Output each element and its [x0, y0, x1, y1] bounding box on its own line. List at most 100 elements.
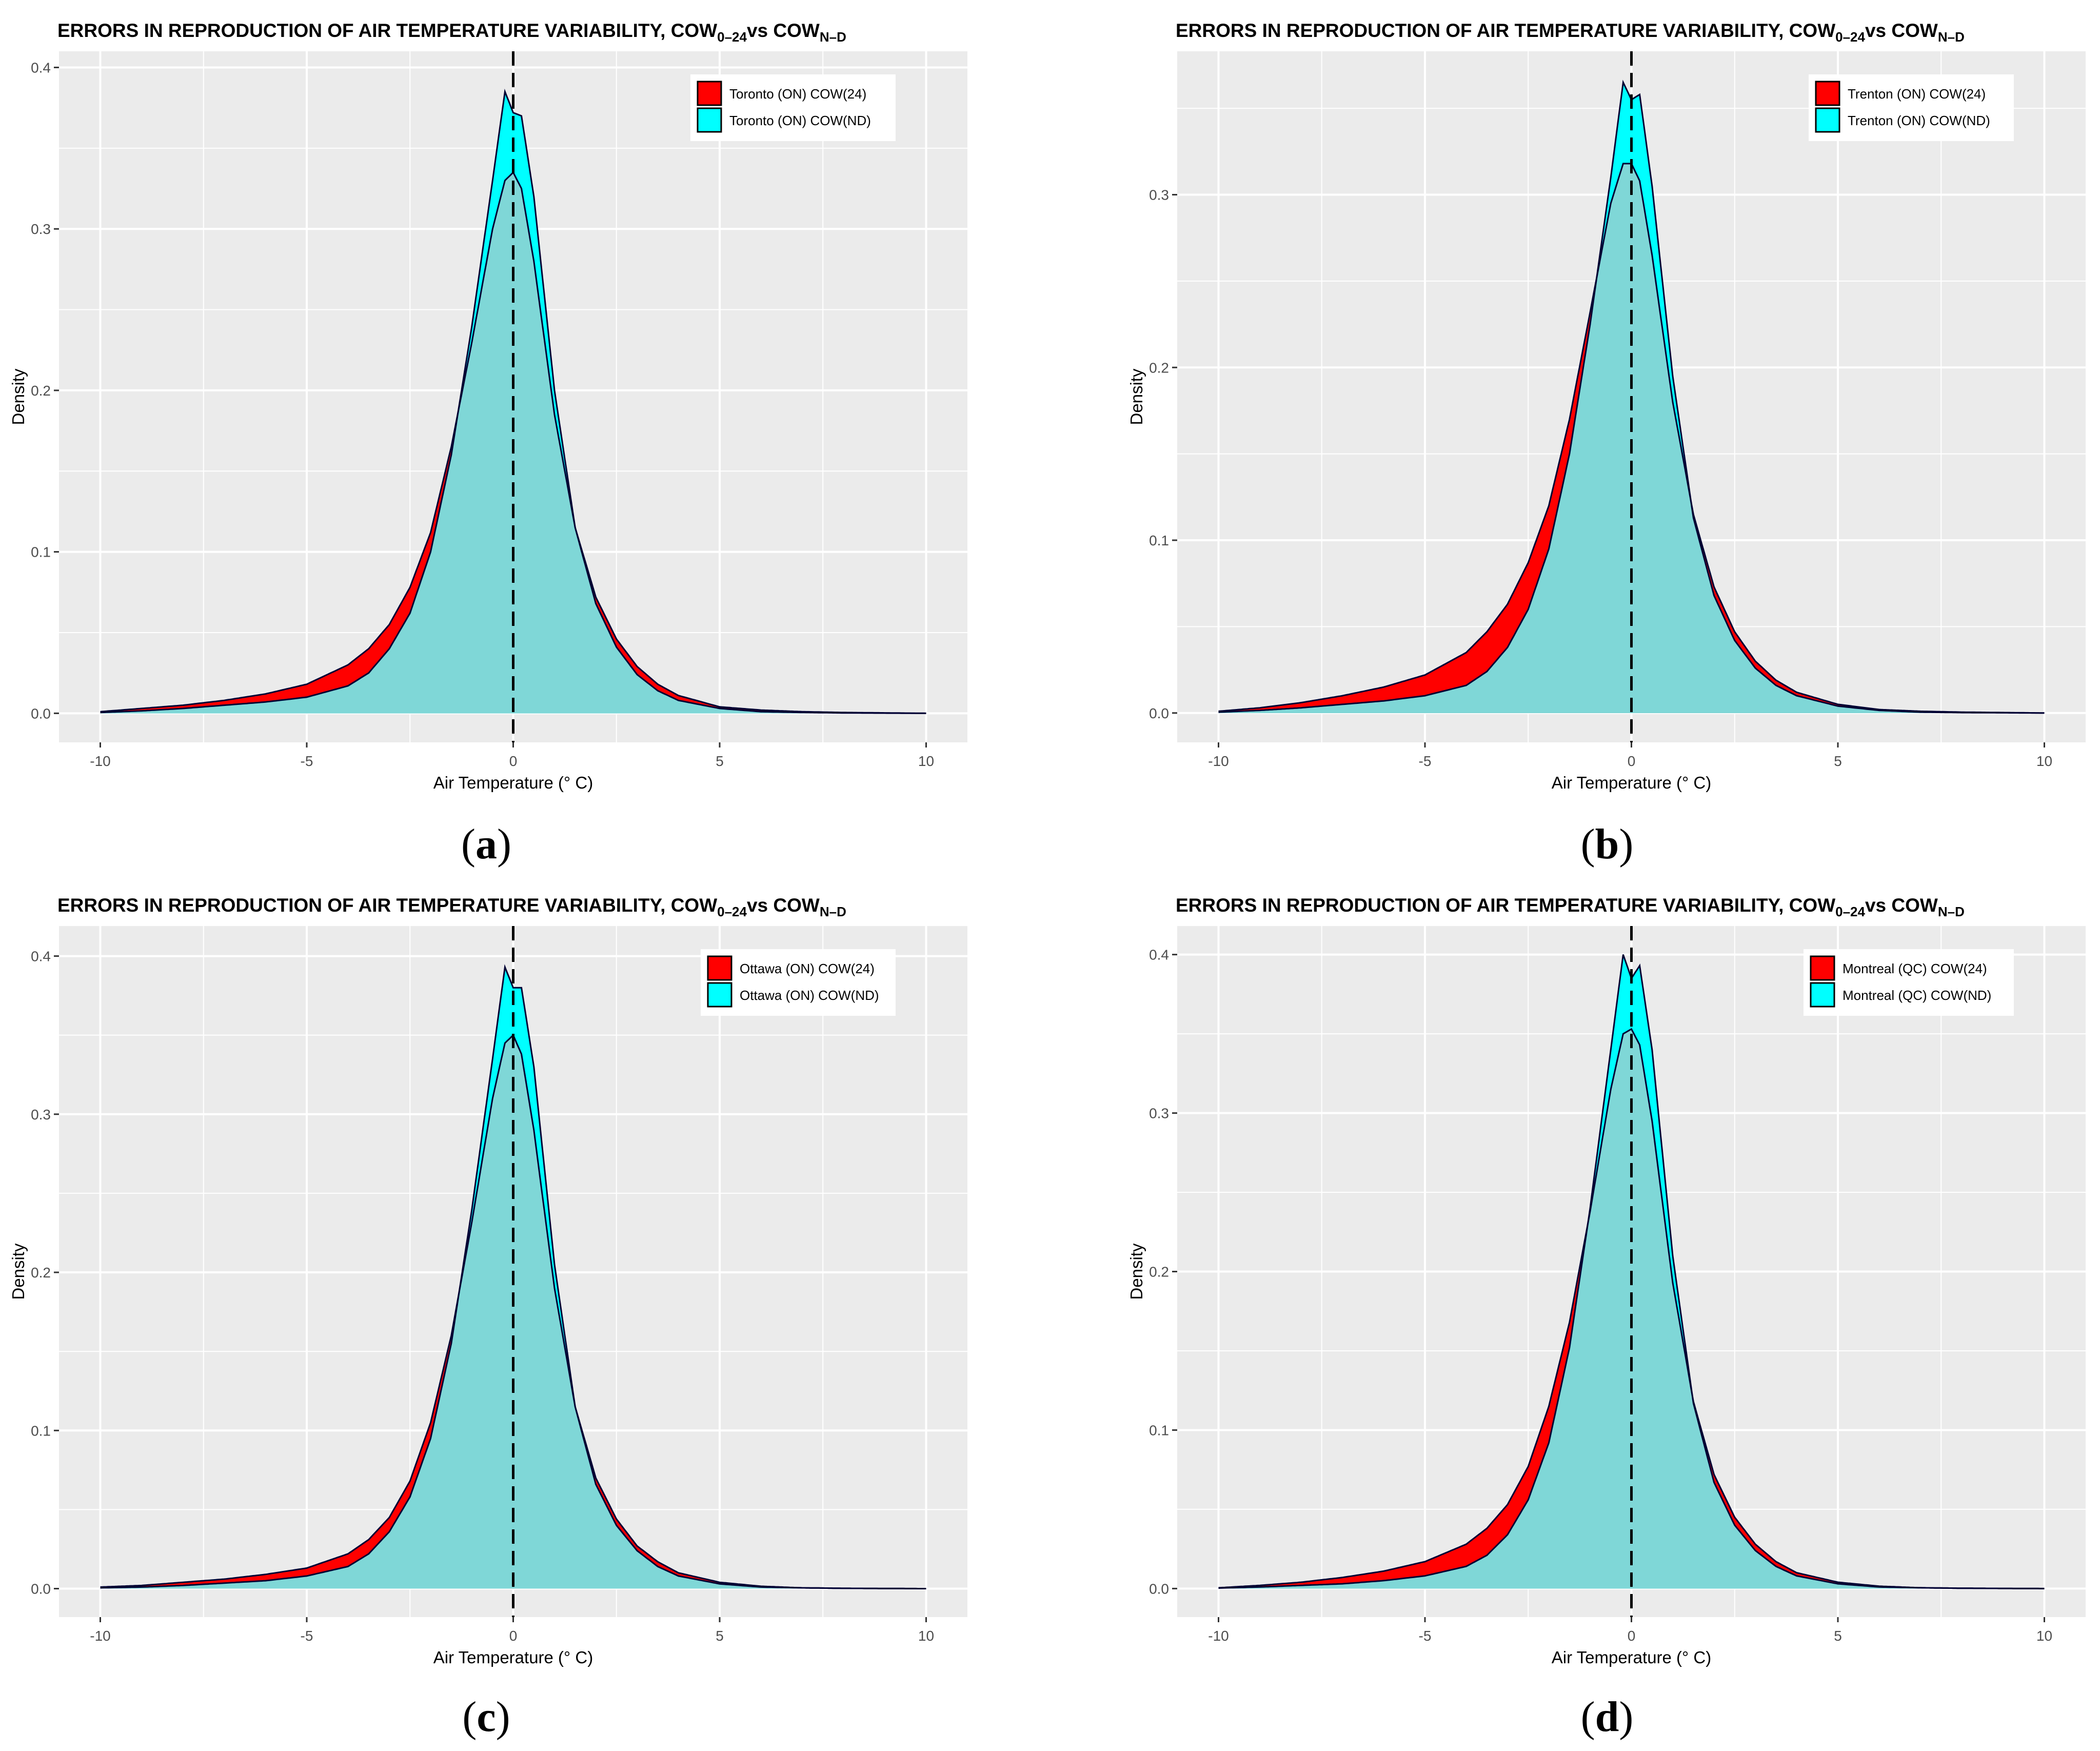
x-axis-label: Air Temperature (° C) [433, 1648, 593, 1667]
legend: Trenton (ON) COW(24) Trenton (ON) COW(ND) [1809, 74, 2014, 141]
legend: Montreal (QC) COW(24) Montreal (QC) COW(N… [1804, 949, 2014, 1016]
x-tick-label: 0 [509, 1628, 518, 1644]
chart-title: ERRORS IN REPRODUCTION OF AIR TEMPERATUR… [1176, 895, 1965, 919]
y-tick-label: 0.1 [1149, 533, 1169, 548]
y-tick-label: 0.2 [31, 1265, 51, 1281]
x-tick-label: 5 [1834, 1628, 1842, 1644]
legend-background [1809, 74, 2014, 141]
x-axis-label: Air Temperature (° C) [1552, 1648, 1712, 1667]
x-tick-label: 10 [2036, 753, 2052, 769]
legend-background [701, 949, 896, 1016]
y-tick-label: 0.4 [1149, 947, 1169, 963]
legend-key-cow24 [1810, 955, 1835, 981]
legend-background [690, 74, 896, 141]
chart-panel-d: ERRORS IN REPRODUCTION OF AIR TEMPERATUR… [1127, 895, 2086, 1667]
chart-title-mid: vs COW [1865, 895, 1938, 916]
y-tick-label: 0.2 [1149, 1264, 1169, 1280]
panel-caption-a: (a) [461, 820, 511, 868]
x-tick-label: 5 [716, 1628, 724, 1644]
panel-label-b: b [1595, 820, 1619, 868]
x-tick-label: -10 [1208, 753, 1229, 769]
chart-panel-b: ERRORS IN REPRODUCTION OF AIR TEMPERATUR… [1127, 20, 2086, 792]
legend-key-cownd [697, 107, 722, 133]
density-overlap-area [100, 1035, 926, 1589]
y-tick-label: 0.2 [31, 383, 51, 399]
legend-label-cownd: Ottawa (ON) COW(ND) [740, 988, 879, 1003]
y-tick-label: 0.4 [31, 60, 51, 75]
x-axis-label: Air Temperature (° C) [433, 773, 593, 792]
x-tick-label: 0 [1628, 1628, 1636, 1644]
chart-title-main: ERRORS IN REPRODUCTION OF AIR TEMPERATUR… [57, 895, 717, 916]
y-tick-label: 0.1 [1149, 1422, 1169, 1438]
chart-title-subscript-2: N–D [820, 29, 846, 45]
chart-title: ERRORS IN REPRODUCTION OF AIR TEMPERATUR… [57, 895, 846, 919]
legend-label-cow24: Trenton (ON) COW(24) [1848, 86, 1986, 102]
chart-title-mid: vs COW [747, 20, 820, 41]
y-tick-label: 0.4 [31, 949, 51, 965]
x-tick-label: -5 [301, 753, 313, 769]
legend-background [1804, 949, 2014, 1016]
legend-key-cownd [707, 982, 732, 1008]
chart-title-mid: vs COW [747, 895, 820, 916]
y-axis-label: Density [1127, 1243, 1146, 1300]
legend-key-cow24 [697, 81, 722, 106]
chart-title-main: ERRORS IN REPRODUCTION OF AIR TEMPERATUR… [1176, 20, 1835, 41]
y-tick-label: 0.1 [31, 1423, 51, 1439]
x-tick-label: 10 [918, 753, 934, 769]
chart-title-main: ERRORS IN REPRODUCTION OF AIR TEMPERATUR… [1176, 895, 1835, 916]
x-tick-label: 10 [2036, 1628, 2052, 1644]
chart-title-subscript-1: 0–24 [1835, 904, 1865, 919]
x-tick-label: 0 [1628, 753, 1636, 769]
legend: Ottawa (ON) COW(24) Ottawa (ON) COW(ND) [701, 949, 896, 1016]
chart-title: ERRORS IN REPRODUCTION OF AIR TEMPERATUR… [57, 20, 846, 45]
legend-label-cow24: Toronto (ON) COW(24) [729, 86, 866, 102]
y-tick-label: 0.0 [31, 705, 51, 721]
x-tick-label: -5 [1419, 753, 1432, 769]
legend-label-cownd: Toronto (ON) COW(ND) [729, 113, 871, 128]
density-line-cownd [100, 88, 926, 714]
density-overlap-area [1218, 1029, 2045, 1589]
y-axis-label: Density [1127, 368, 1146, 425]
chart-title-subscript-2: N–D [1938, 904, 1965, 919]
legend-key-cownd [1815, 107, 1840, 133]
x-tick-label: 5 [716, 753, 724, 769]
legend-label-cow24: Ottawa (ON) COW(24) [740, 961, 875, 976]
x-tick-label: -5 [1419, 1628, 1432, 1644]
panel-caption-d: (d) [1580, 1693, 1634, 1741]
chart-title-subscript-1: 0–24 [717, 29, 747, 45]
y-tick-label: 0.2 [1149, 360, 1169, 376]
x-tick-label: -10 [1208, 1628, 1229, 1644]
chart-title-subscript-1: 0–24 [1835, 29, 1865, 45]
chart-panel-c: ERRORS IN REPRODUCTION OF AIR TEMPERATUR… [9, 895, 967, 1667]
y-tick-label: 0.3 [31, 1107, 51, 1123]
y-tick-label: 0.3 [31, 221, 51, 237]
y-tick-label: 0.0 [1149, 1581, 1169, 1597]
density-overlap-area [1218, 163, 2045, 713]
density-line-cownd [100, 964, 926, 1589]
y-tick-label: 0.0 [31, 1581, 51, 1597]
y-tick-label: 0.1 [31, 544, 51, 560]
x-tick-label: 10 [918, 1628, 934, 1644]
x-tick-label: 5 [1834, 753, 1842, 769]
x-tick-label: -5 [301, 1628, 313, 1644]
panel-caption-b: (b) [1580, 820, 1634, 868]
y-tick-label: 0.0 [1149, 705, 1169, 721]
y-axis-label: Density [9, 1243, 28, 1300]
legend-key-cow24 [707, 955, 732, 981]
legend-label-cownd: Trenton (ON) COW(ND) [1848, 113, 1990, 128]
panel-caption-c: (c) [462, 1693, 510, 1741]
chart-title-subscript-2: N–D [1938, 29, 1965, 45]
chart-title-main: ERRORS IN REPRODUCTION OF AIR TEMPERATUR… [57, 20, 717, 41]
legend-key-cow24 [1815, 81, 1840, 106]
panel-label-c: c [477, 1693, 496, 1741]
legend: Toronto (ON) COW(24) Toronto (ON) COW(ND) [690, 74, 896, 141]
x-tick-label: -10 [90, 753, 110, 769]
chart-title-subscript-1: 0–24 [717, 904, 747, 919]
x-tick-label: -10 [90, 1628, 110, 1644]
x-tick-label: 0 [509, 753, 518, 769]
chart-title-subscript-2: N–D [820, 904, 846, 919]
panel-label-d: d [1595, 1693, 1619, 1741]
chart-title-mid: vs COW [1865, 20, 1938, 41]
y-tick-label: 0.3 [1149, 1106, 1169, 1122]
